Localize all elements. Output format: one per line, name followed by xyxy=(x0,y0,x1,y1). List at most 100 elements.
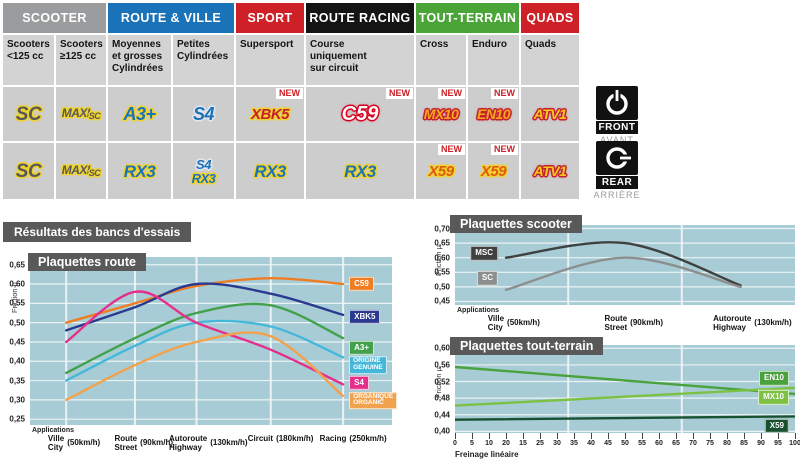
xtick-label: 10 xyxy=(485,440,493,447)
legend-en10: EN10 xyxy=(758,371,789,386)
xtick-mark xyxy=(625,433,626,439)
new-badge: NEW xyxy=(438,88,465,99)
subheader-8: Quads xyxy=(521,35,579,85)
xtick-mark xyxy=(506,433,507,439)
subheader-0: Scooters <125 cc xyxy=(3,35,54,85)
ytick-scooter: 0,55 xyxy=(434,267,450,277)
product-badge-rx3: RX3 xyxy=(254,161,286,181)
product-badge-rx3: RX3 xyxy=(191,170,216,186)
group-header-sport: SPORT xyxy=(236,3,304,33)
ytick-route: 0,50 xyxy=(9,318,25,328)
series-line-x59 xyxy=(455,415,795,421)
xtick-mark xyxy=(761,433,762,439)
series-line-msc xyxy=(504,241,742,287)
product-badge-rx3: RX3 xyxy=(123,161,156,181)
product-badge-atv1: ATV1 xyxy=(533,106,567,122)
group-header-route-racing: ROUTE RACING xyxy=(306,3,414,33)
route-plot-area: 0,65 0,60 0,55 0,50 0,45 0,40 0,35 0,30 0,25 C59 X… xyxy=(2,247,404,459)
legend-origine: ORIGINE GENUINE xyxy=(349,356,387,374)
product-badge-s4: S4 xyxy=(192,104,215,124)
applications-note: Applications xyxy=(457,307,500,314)
product-badge-s4: S4 xyxy=(196,156,211,172)
new-badge: NEW xyxy=(438,144,465,155)
xtick-mark xyxy=(455,433,456,439)
chart-plaquettes-tout-terrain: Friction µ Plaquettes tout-terrain 0,60 0… xyxy=(428,336,800,459)
product-badge-rx3: RX3 xyxy=(344,161,376,181)
ytick-tt: 0,60 xyxy=(434,343,450,353)
subheader-2: Moyennes et grosses Cylindrées xyxy=(108,35,171,85)
xtick-label: 65 xyxy=(672,440,680,447)
ytick-scooter: 0,70 xyxy=(434,224,450,233)
ytick-route: 0,25 xyxy=(9,414,25,424)
front-label: FRONT xyxy=(596,121,638,134)
plot-svg-route xyxy=(30,257,392,425)
ytick-route: 0,30 xyxy=(9,395,25,405)
xtick-mark xyxy=(472,433,473,439)
series-line-mx10 xyxy=(455,386,795,407)
product-badge-en10: EN10 xyxy=(476,106,511,122)
product-cell-rear-4: RX3 xyxy=(236,143,304,199)
product-badge-x59: X59 xyxy=(428,162,454,180)
subheader-4: Supersport xyxy=(236,35,304,85)
ytick-tt: 0,56 xyxy=(434,360,450,370)
product-cell-rear-8: ATV1 xyxy=(521,143,579,199)
rear-brake-disc-icon xyxy=(596,141,638,175)
arriere-label: ARRIÈRE xyxy=(593,190,641,200)
new-badge: NEW xyxy=(276,88,303,99)
xtick-mark xyxy=(557,433,558,439)
product-cell-front-1: MAXISC xyxy=(56,87,106,141)
product-badge-sc: SC xyxy=(15,160,42,182)
ytick-tt: 0,48 xyxy=(434,393,450,403)
product-badge-a3+: A3+ xyxy=(123,104,156,124)
ytick-scooter: 0,50 xyxy=(434,282,450,292)
subheader-3: Petites Cylindrées xyxy=(173,35,234,85)
xtick-label: 40 xyxy=(587,440,595,447)
front-label-block: FRONT AVANT xyxy=(590,86,644,145)
product-application-table: SCOOTER ROUTE & VILLE SPORT ROUTE RACING TOU… xyxy=(3,3,579,199)
xtick-mark xyxy=(693,433,694,439)
product-cell-rear-7: NEW X59 xyxy=(468,143,519,199)
ytick-scooter: 0,60 xyxy=(434,253,450,263)
xtick-mark xyxy=(795,433,796,439)
scooter-plot-area: 0,70 0,65 0,60 0,55 0,50 0,45 MSC SC Application… xyxy=(428,212,800,336)
product-cell-front-3: S4 xyxy=(173,87,234,141)
product-cell-front-2: A3+ xyxy=(108,87,171,141)
legend-sc: SC xyxy=(476,270,498,286)
rear-label-block: REAR ARRIÈRE xyxy=(590,141,644,200)
xtick-mark xyxy=(591,433,592,439)
series-line-sc xyxy=(504,256,742,291)
ytick-tt: 0,52 xyxy=(434,377,450,387)
product-cell-front-6: NEW MX10 xyxy=(416,87,466,141)
new-badge: NEW xyxy=(386,88,413,99)
subheader-7: Enduro xyxy=(468,35,519,85)
tt-y-axis-label: Friction µ xyxy=(434,367,443,398)
plot-svg-scooter xyxy=(455,225,795,305)
x-category-4: Racing (250km/h) xyxy=(319,434,387,443)
new-badge: NEW xyxy=(491,144,518,155)
xtick-label: 25 xyxy=(536,440,544,447)
ytick-route: 0,35 xyxy=(9,376,25,386)
xtick-mark xyxy=(727,433,728,439)
ytick-tt: 0,44 xyxy=(434,410,450,420)
x-category-0: Ville City (50km/h) xyxy=(487,314,540,332)
xtick-label: 15 xyxy=(519,440,527,447)
xtick-label: 0 xyxy=(453,440,457,447)
series-line-en10 xyxy=(455,365,795,396)
group-header-scooter: SCOOTER xyxy=(3,3,106,33)
x-category-2: Autoroute Highway (130km/h) xyxy=(169,434,248,452)
product-badge-x59: X59 xyxy=(480,162,507,180)
scooter-chart-title: Plaquettes scooter xyxy=(450,215,582,233)
xtick-label: 35 xyxy=(570,440,578,447)
product-cell-front-0: SC xyxy=(3,87,54,141)
xtick-mark xyxy=(642,433,643,439)
xtick-label: 55 xyxy=(638,440,646,447)
series-line-a3+ xyxy=(65,302,345,375)
legend-xbk5: XBK5 xyxy=(349,309,381,325)
xtick-label: 85 xyxy=(740,440,748,447)
chart-plaquettes-scooter: Friction µ Plaquettes scooter 0,70 0,65 0,… xyxy=(428,212,800,336)
x-axis-label: Freinage linéaire xyxy=(455,450,519,459)
xtick-label: 95 xyxy=(774,440,782,447)
series-line-s4 xyxy=(65,290,345,386)
front-brake-disc-icon xyxy=(596,86,638,120)
xtick-label: 30 xyxy=(553,440,561,447)
